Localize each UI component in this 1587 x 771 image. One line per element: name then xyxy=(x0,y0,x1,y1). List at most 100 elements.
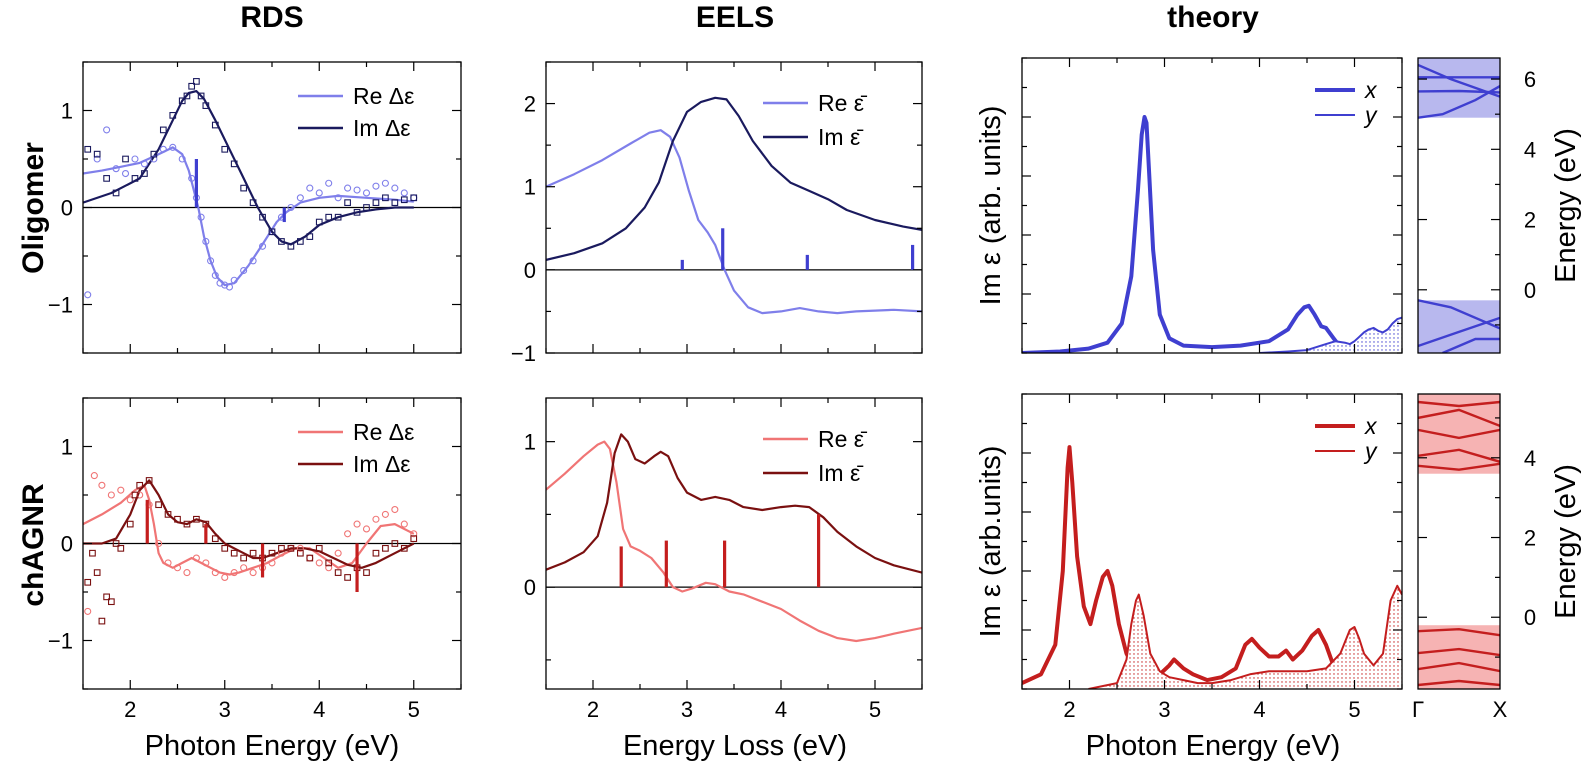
band-region xyxy=(1418,625,1500,689)
x-tick-label: 4 xyxy=(775,697,787,722)
series-x xyxy=(1022,445,1402,688)
series-y-fill xyxy=(1259,317,1402,353)
y-tick-label: 0 xyxy=(1524,605,1536,630)
data-point-square xyxy=(410,535,418,542)
data-point-circle xyxy=(121,170,130,178)
data-point-circle xyxy=(126,496,134,504)
x-tick-label: 3 xyxy=(1158,697,1170,722)
data-point-square xyxy=(117,544,125,552)
data-point-circle xyxy=(410,194,418,202)
y-tick-label: 2 xyxy=(1524,208,1536,233)
panel-frame xyxy=(1417,57,1501,354)
data-point-square xyxy=(249,549,257,557)
data-point-circle xyxy=(362,525,371,533)
data-point-square xyxy=(193,78,200,85)
data-point-square xyxy=(126,520,134,528)
data-point-square xyxy=(315,218,323,226)
legend-label: y xyxy=(1363,102,1378,128)
series-re- xyxy=(546,129,922,315)
data-point-circle xyxy=(249,257,257,265)
data-point-square xyxy=(287,242,295,250)
data-point-square xyxy=(183,520,191,528)
data-point-circle xyxy=(93,155,101,163)
y-tick-label: −1 xyxy=(48,629,73,654)
data-point-circle xyxy=(159,145,167,153)
data-point-circle xyxy=(211,271,219,279)
y-tick-label: 4 xyxy=(1524,446,1536,471)
band-region xyxy=(1418,58,1500,118)
data-point-circle xyxy=(221,573,229,582)
series-y xyxy=(1259,316,1402,353)
x-tick-label: 5 xyxy=(869,697,881,722)
data-point-circle xyxy=(381,510,389,518)
data-point-circle xyxy=(400,189,408,197)
data-point-square xyxy=(178,97,186,105)
data-point-square xyxy=(188,82,196,90)
data-point-square xyxy=(164,511,172,518)
data-point-square xyxy=(211,535,219,542)
data-point-circle xyxy=(173,564,182,572)
y-tick-label: 1 xyxy=(524,430,536,455)
legend-label: Im ε̄ xyxy=(818,124,864,150)
data-point-circle xyxy=(197,213,205,221)
data-point-circle xyxy=(258,242,267,250)
data-point-circle xyxy=(306,184,314,192)
data-point-square xyxy=(315,544,323,552)
y-tick-label: 2 xyxy=(1524,526,1536,551)
x-tick-label: Γ xyxy=(1412,697,1424,722)
legend-label: x xyxy=(1364,77,1378,103)
data-point-square xyxy=(325,559,333,567)
data-point-circle xyxy=(178,155,186,163)
series-y xyxy=(1088,584,1402,689)
data-point-square xyxy=(221,145,229,153)
data-point-square xyxy=(141,170,148,177)
series-im-fit- xyxy=(83,479,415,569)
band-line xyxy=(1418,462,1500,471)
series-re- xyxy=(546,440,922,643)
band-line xyxy=(1418,428,1500,440)
band-line xyxy=(1418,647,1500,657)
band-region xyxy=(1418,394,1500,474)
xlabel-eels: Energy Loss (eV) xyxy=(623,730,847,762)
y-axis-label: Im ε (arb. units) xyxy=(975,106,1007,306)
data-point-circle xyxy=(287,203,295,212)
data-point-square xyxy=(278,238,285,245)
data-point-circle xyxy=(155,539,163,548)
data-point-circle xyxy=(315,189,323,197)
data-point-circle xyxy=(169,143,177,151)
data-point-circle xyxy=(230,276,238,284)
data-point-circle xyxy=(334,549,342,557)
x-tick-label: 3 xyxy=(219,697,231,722)
data-point-square xyxy=(93,569,101,576)
data-point-square xyxy=(155,501,162,509)
data-point-square xyxy=(268,228,276,236)
col-title-eels: EELS xyxy=(696,1,774,34)
x-tick-label: 5 xyxy=(1348,697,1360,722)
band-region xyxy=(1418,300,1500,353)
xlabel-theory: Photon Energy (eV) xyxy=(1086,730,1341,762)
data-point-square xyxy=(372,199,380,207)
data-point-square xyxy=(306,554,314,562)
data-point-square xyxy=(382,194,389,202)
data-point-circle xyxy=(277,549,286,557)
data-point-square xyxy=(108,598,115,606)
data-point-circle xyxy=(107,491,115,499)
data-point-square xyxy=(278,544,285,552)
data-point-square xyxy=(89,549,96,557)
data-point-circle xyxy=(240,266,248,275)
band-line xyxy=(1418,627,1500,637)
series-re-fit- xyxy=(83,484,415,576)
legend-label: Re Δε xyxy=(353,83,414,109)
series-x xyxy=(1022,115,1402,353)
data-point-circle xyxy=(344,184,352,192)
x-tick-label: 3 xyxy=(681,697,693,722)
panel-bands-chagnr: 0 2 4 Energy (eV) Γ X xyxy=(1412,393,1582,722)
y-axis-label: Energy (eV) xyxy=(1550,464,1582,619)
series-im-fit- xyxy=(83,90,414,246)
data-point-circle xyxy=(207,257,215,265)
data-point-square xyxy=(287,544,295,552)
panel-frame xyxy=(1417,393,1501,690)
panel-rds-oligomer: −1 0 1 Re Δε Im Δε xyxy=(48,61,462,354)
y-tick-label: 4 xyxy=(1524,137,1536,162)
